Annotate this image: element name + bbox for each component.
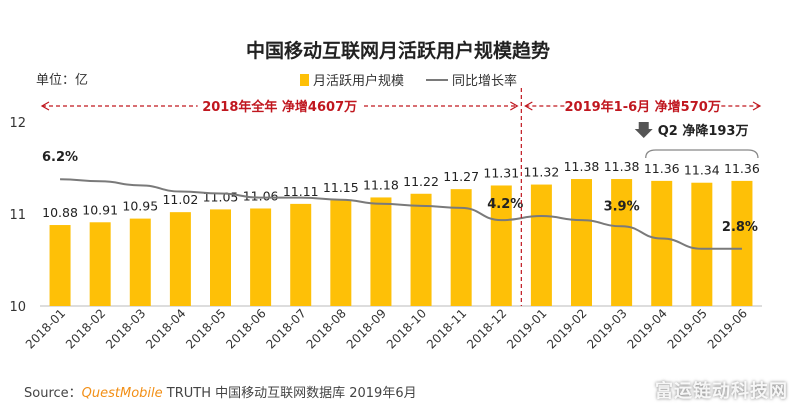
bar xyxy=(410,193,432,306)
growth-rate-label: 3.9% xyxy=(604,199,640,214)
legend: 月活跃用户规模 同比增长率 xyxy=(300,70,517,89)
x-tick-label: 2018-12 xyxy=(464,306,509,351)
bar xyxy=(290,203,312,306)
bar xyxy=(129,218,151,306)
bar-value-label: 11.22 xyxy=(403,174,439,189)
bar-value-label: 11.38 xyxy=(604,159,640,174)
bar-value-label: 11.36 xyxy=(724,161,760,176)
x-tick-label: 2019-05 xyxy=(665,306,710,351)
bar-value-label: 11.05 xyxy=(203,189,239,204)
source-rest: TRUTH 中国移动互联网数据库 2019年6月 xyxy=(162,386,417,401)
x-tick-label: 2018-11 xyxy=(424,306,469,351)
period-2018-label: 2018年全年 净增4607万 xyxy=(202,99,357,115)
x-tick-label: 2019-06 xyxy=(705,306,750,351)
bar-value-label: 11.11 xyxy=(283,184,319,199)
x-tick-label: 2019-01 xyxy=(504,306,549,351)
period-2019-label-bg xyxy=(566,96,719,116)
source-prefix: Source： xyxy=(24,386,82,401)
x-tick-label: 2019-03 xyxy=(584,306,629,351)
bar-value-label: 10.91 xyxy=(82,202,118,217)
bar-value-label: 11.32 xyxy=(523,165,559,180)
legend-line-swatch xyxy=(426,78,449,81)
x-tick-label: 2018-02 xyxy=(63,306,108,351)
arrow-left-icon xyxy=(40,101,50,111)
bar xyxy=(530,184,552,306)
bar xyxy=(169,212,191,306)
bar-value-label: 11.36 xyxy=(644,161,680,176)
arrow-right-icon xyxy=(752,101,762,111)
bar-value-label: 11.18 xyxy=(363,177,399,192)
bar xyxy=(571,179,592,306)
bar xyxy=(49,225,71,306)
bar-value-label: 10.88 xyxy=(42,205,78,220)
x-tick-label: 2018-06 xyxy=(223,306,268,351)
x-tick-label: 2018-10 xyxy=(384,306,429,351)
bar-value-label: 11.15 xyxy=(323,180,359,195)
unit-label: 单位：亿 xyxy=(36,73,89,88)
q2-label: Q2 净降193万 xyxy=(658,123,749,139)
bar xyxy=(731,180,753,306)
bar xyxy=(691,182,713,306)
x-tick-label: 2018-08 xyxy=(304,306,349,351)
period-2018-label-bg xyxy=(197,96,362,116)
bar xyxy=(611,179,633,306)
arrow-left-icon xyxy=(524,101,533,111)
chart-title: 中国移动互联网月活跃用户规模趋势 xyxy=(245,40,550,62)
bar xyxy=(250,208,272,306)
x-tick-label: 2019-02 xyxy=(544,306,589,351)
bar xyxy=(651,180,673,306)
source-note: Source：QuestMobile TRUTH 中国移动互联网数据库 2019… xyxy=(24,382,417,401)
legend-bar-label: 月活跃用户规模 xyxy=(313,74,405,89)
legend-bar-swatch xyxy=(300,73,309,86)
x-tick-label: 2019-04 xyxy=(624,306,669,351)
bar-value-label: 11.34 xyxy=(684,163,720,178)
x-tick-label: 2018-09 xyxy=(344,306,389,351)
source-brand: QuestMobile xyxy=(81,386,163,401)
y-tick-label: 12 xyxy=(9,116,26,131)
bar xyxy=(490,185,512,306)
bar-value-label: 11.31 xyxy=(483,165,519,180)
x-tick-label: 2018-07 xyxy=(263,306,308,351)
x-tick-label: 2018-04 xyxy=(143,306,188,351)
x-tick-label: 2018-03 xyxy=(103,306,148,351)
bar-value-label: 11.27 xyxy=(443,169,479,184)
y-tick-label: 10 xyxy=(9,300,26,315)
q2-brace xyxy=(645,149,759,159)
bar xyxy=(210,209,231,306)
bar xyxy=(370,197,392,306)
bar-value-label: 11.02 xyxy=(162,192,198,207)
x-tick-label: 2018-01 xyxy=(23,306,68,351)
growth-rate-line xyxy=(60,178,742,250)
legend-line-label: 同比增长率 xyxy=(452,74,518,89)
bar xyxy=(330,200,352,306)
arrow-right-icon xyxy=(510,101,519,111)
bar-value-label: 11.38 xyxy=(564,159,600,174)
bar-value-label: 10.95 xyxy=(122,199,158,214)
x-tick-label: 2018-05 xyxy=(183,306,228,351)
growth-rate-label: 2.8% xyxy=(722,220,758,235)
y-tick-label: 11 xyxy=(9,208,26,223)
watermark: 富运链动科技网 xyxy=(655,381,788,402)
bar xyxy=(450,189,472,306)
arrow-down-icon xyxy=(634,122,653,138)
bar-value-label: 11.06 xyxy=(243,188,279,203)
period-2019-label: 2019年1-6月 净增570万 xyxy=(564,99,720,115)
growth-rate-label: 4.2% xyxy=(487,197,523,212)
bar xyxy=(89,222,111,306)
growth-rate-label: 6.2% xyxy=(42,150,78,165)
